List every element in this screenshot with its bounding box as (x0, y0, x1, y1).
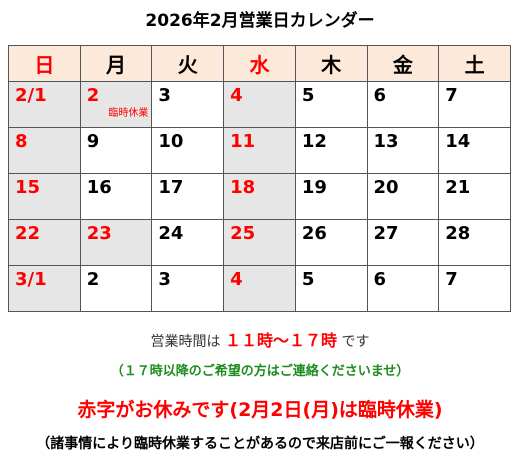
day-number: 24 (158, 223, 184, 244)
day-number: 4 (230, 269, 243, 290)
day-number: 2 (86, 269, 100, 290)
call-ahead-note: （諸事情により臨時休業することがあるので来店前にご一報ください） (36, 436, 484, 452)
day-number: 6 (373, 85, 387, 106)
day-cell: 14 (438, 127, 511, 174)
day-number: 15 (15, 177, 41, 198)
day-number: 20 (373, 177, 399, 198)
day-cell: 2 (79, 265, 153, 312)
day-cell: 4 (223, 265, 296, 312)
day-cell: 17 (151, 173, 225, 220)
day-number: 16 (86, 177, 112, 198)
day-number: 17 (158, 177, 184, 198)
weekday-mon: 月 (79, 45, 153, 82)
weekday-sat: 土 (438, 45, 511, 82)
day-cell: 5 (294, 265, 368, 312)
after-hours-contact-note: （１７時以降のご希望の方はご連絡くださいませ） (110, 364, 410, 379)
day-number: 27 (373, 223, 399, 244)
business-hours: 営業時間は １１時～１７時 です (0, 327, 520, 351)
day-number: 23 (86, 223, 112, 244)
day-cell: 27 (366, 219, 440, 266)
day-number: 7 (445, 85, 458, 106)
weekday-header-row: 日 月 火 水 木 金 土 (8, 45, 511, 82)
day-cell: 3 (151, 81, 225, 128)
day-number: 12 (301, 131, 327, 152)
day-number: 5 (301, 269, 315, 290)
day-number: 3/1 (15, 269, 47, 290)
day-cell: 15 (8, 173, 81, 220)
day-number: 5 (301, 85, 315, 106)
day-cell: 24 (151, 219, 225, 266)
day-cell: 2 臨時休業 (79, 81, 153, 128)
day-cell: 13 (366, 127, 440, 174)
week-row: 2/1 2 臨時休業 3 4 5 6 7 (8, 81, 511, 128)
business-hours-suffix: です (341, 334, 370, 350)
calendar-table: 日 月 火 水 木 金 土 2/1 2 臨時休業 3 4 5 6 7 8 9 10… (8, 45, 511, 312)
day-cell: 19 (294, 173, 368, 220)
day-cell: 22 (8, 219, 81, 266)
day-number: 19 (301, 177, 327, 198)
day-number: 6 (373, 269, 387, 290)
calendar-title: 2026年2月営業日カレンダー (145, 11, 375, 31)
day-cell: 2/1 (8, 81, 81, 128)
day-number: 2/1 (15, 85, 47, 106)
day-number: 2 (86, 85, 100, 106)
day-number: 4 (230, 85, 243, 106)
day-number: 10 (158, 131, 184, 152)
day-cell: 9 (79, 127, 153, 174)
day-number: 13 (373, 131, 399, 152)
day-number: 3 (158, 85, 171, 106)
day-cell: 28 (438, 219, 511, 266)
day-number: 26 (301, 223, 327, 244)
day-number: 28 (445, 223, 471, 244)
weekday-wed: 水 (223, 45, 296, 82)
day-cell: 5 (294, 81, 368, 128)
day-cell: 26 (294, 219, 368, 266)
day-cell: 4 (223, 81, 296, 128)
day-number: 18 (230, 177, 256, 198)
day-number: 11 (230, 131, 256, 152)
day-number: 14 (445, 131, 471, 152)
day-cell: 6 (366, 265, 440, 312)
closed-days-notice: 赤字がお休みです(2月2日(月)は臨時休業) (77, 399, 443, 421)
weekday-tue: 火 (151, 45, 225, 82)
week-row: 22 23 24 25 26 27 28 (8, 219, 511, 266)
day-cell: 11 (223, 127, 296, 174)
day-cell: 10 (151, 127, 225, 174)
weekday-sun: 日 (8, 45, 81, 82)
day-number: 22 (15, 223, 41, 244)
day-number: 25 (230, 223, 256, 244)
business-hours-prefix: 営業時間は (150, 334, 221, 350)
day-cell: 25 (223, 219, 296, 266)
day-number: 21 (445, 177, 471, 198)
day-cell: 8 (8, 127, 81, 174)
day-cell: 18 (223, 173, 296, 220)
weekday-thu: 木 (294, 45, 368, 82)
day-cell: 16 (79, 173, 153, 220)
week-row: 8 9 10 11 12 13 14 (8, 127, 511, 174)
temporary-closure-note: 臨時休業 (108, 108, 149, 119)
business-hours-time: １１時～１７時 (224, 331, 337, 350)
day-number: 9 (86, 131, 100, 152)
day-number: 3 (158, 269, 171, 290)
day-number: 7 (445, 269, 458, 290)
day-cell: 12 (294, 127, 368, 174)
week-row: 15 16 17 18 19 20 21 (8, 173, 511, 220)
day-cell: 7 (438, 81, 511, 128)
day-number: 8 (15, 131, 28, 152)
day-cell: 21 (438, 173, 511, 220)
day-cell: 3 (151, 265, 225, 312)
day-cell: 20 (366, 173, 440, 220)
day-cell: 3/1 (8, 265, 81, 312)
week-row: 3/1 2 3 4 5 6 7 (8, 265, 511, 312)
day-cell: 7 (438, 265, 511, 312)
day-cell: 6 (366, 81, 440, 128)
weekday-fri: 金 (366, 45, 440, 82)
day-cell: 23 (79, 219, 153, 266)
